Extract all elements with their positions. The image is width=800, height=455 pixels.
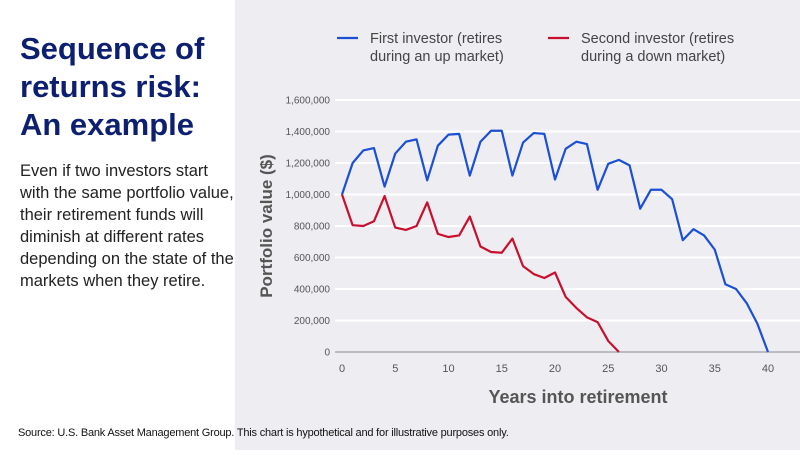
x-tick-label: 0 [339, 363, 345, 375]
y-tick-label: 1,200,000 [286, 159, 331, 170]
x-tick-label: 30 [655, 363, 667, 375]
text-panel: Sequence of returns risk: An example Eve… [0, 0, 235, 450]
y-tick-label: 1,400,000 [286, 127, 331, 138]
description: Even if two investors start with the sam… [20, 160, 235, 292]
y-axis-label: Portfolio value ($) [257, 154, 276, 298]
line-chart: 0 200,000 400,000 600,000 800,000 1,000,000 1,… [235, 0, 800, 450]
legend: First investor (retires during an up mark… [337, 31, 734, 65]
series-line-2 [342, 195, 619, 353]
y-tick-label: 1,600,000 [286, 96, 331, 107]
x-tick-labels: 0 5 10 15 20 25 30 35 40 [339, 363, 774, 375]
legend-label: Second investor (retires [581, 31, 734, 47]
chart-panel: 0 200,000 400,000 600,000 800,000 1,000,000 1,… [235, 0, 800, 450]
source-note: Source: U.S. Bank Asset Management Group… [18, 427, 509, 439]
y-tick-label: 600,000 [294, 253, 331, 264]
x-tick-label: 5 [392, 363, 398, 375]
x-axis-label: Years into retirement [488, 387, 667, 407]
legend-label: during a down market) [581, 49, 725, 65]
y-tick-label: 800,000 [294, 222, 331, 233]
x-tick-label: 15 [496, 363, 508, 375]
x-tick-label: 35 [709, 363, 721, 375]
gridlines [335, 100, 800, 352]
y-tick-labels: 0 200,000 400,000 600,000 800,000 1,000,000 1,… [286, 96, 331, 359]
x-tick-label: 40 [762, 363, 774, 375]
y-tick-label: 0 [324, 348, 330, 359]
x-tick-label: 20 [549, 363, 561, 375]
x-tick-label: 25 [602, 363, 614, 375]
legend-label: during an up market) [370, 49, 504, 65]
y-tick-label: 400,000 [294, 285, 331, 296]
page-title: Sequence of returns risk: An example [20, 30, 235, 144]
legend-label: First investor (retires [370, 31, 502, 47]
y-tick-label: 200,000 [294, 316, 331, 327]
y-tick-label: 1,000,000 [286, 190, 331, 201]
x-tick-label: 10 [442, 363, 454, 375]
